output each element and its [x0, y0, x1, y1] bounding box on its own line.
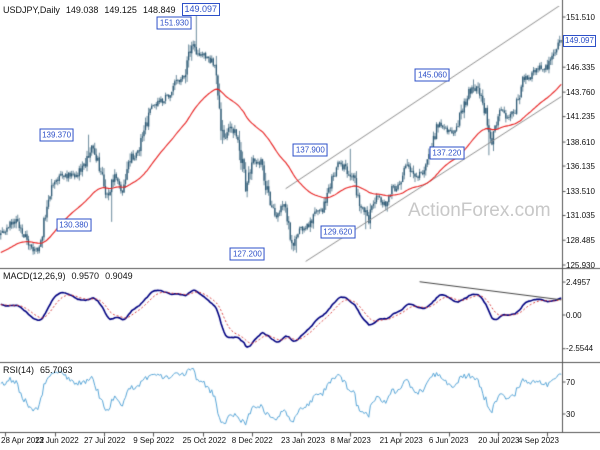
x-axis-label: 4 Sep 2023 [518, 436, 559, 445]
x-axis-label: 9 Sep 2022 [133, 436, 175, 445]
macd-axis-label: -2.5544 [566, 344, 594, 354]
price-annotation: 137.220 [429, 146, 465, 160]
ohlc-high: 149.125 [104, 4, 137, 15]
price-annotation: 137.900 [292, 143, 328, 157]
price-axis-label: 138.610 [566, 137, 595, 147]
symbol-label: USDJPY,Daily [3, 4, 60, 15]
x-axis-label: 6 Jun 2023 [428, 436, 469, 445]
rsi-value: 65.7063 [40, 365, 73, 375]
price-axis-label: 125.930 [566, 260, 595, 270]
price-axis-label: 141.235 [566, 112, 595, 122]
rsi-axis-label: 30 [566, 409, 575, 419]
x-axis-label: 23 Jan 2023 [281, 436, 326, 445]
x-axis-label: 27 Jul 2022 [83, 436, 126, 445]
macd-title: MACD(12,26,9) 0.9570 0.9049 [3, 271, 133, 281]
price-axis-label: 131.035 [566, 211, 595, 220]
rsi-axis-label: 70 [566, 377, 575, 387]
x-axis-label: 20 Jul 2023 [478, 436, 520, 445]
chart-title-bar: USDJPY,Daily 149.038 149.125 148.849 149… [3, 3, 221, 16]
price-annotation: 127.200 [229, 247, 265, 261]
x-axis-label: 8 Dec 2022 [231, 436, 273, 445]
rsi-name: RSI(14) [3, 365, 35, 375]
price-axis-label: 146.335 [566, 62, 595, 72]
x-axis-label: 8 Mar 2023 [330, 436, 371, 445]
x-axis-label: 21 Apr 2023 [379, 436, 423, 445]
price-axis-label: 143.760 [566, 87, 595, 97]
macd-axis-label: 0.00 [566, 310, 582, 320]
x-axis-label: 25 Oct 2022 [182, 436, 227, 445]
price-axis-label: 151.510 [566, 12, 595, 22]
watermark: ActionForex.com [408, 200, 551, 221]
macd-axis-label: 2.4957 [566, 277, 591, 287]
price-axis-label: 136.135 [566, 161, 595, 171]
x-axis-label: 13 Jun 2022 [34, 436, 79, 445]
ohlc-close-badge: 149.097 [181, 3, 221, 16]
x-axis-label: 28 Apr 2022 [1, 436, 45, 445]
price-annotation: 151.930 [156, 16, 192, 30]
macd-value: 0.9570 [71, 271, 100, 281]
current-price-label: 149.097 [563, 34, 596, 47]
macd-name: MACD(12,26,9) [3, 271, 66, 281]
ohlc-open: 149.038 [65, 4, 99, 15]
macd-signal-value: 0.9049 [105, 271, 133, 281]
price-axis-label: 133.510 [566, 187, 595, 196]
ohlc-low: 148.849 [142, 4, 176, 15]
price-annotation: 130.380 [56, 218, 92, 232]
price-annotation: 129.620 [320, 225, 356, 239]
price-axis-label: 128.485 [566, 235, 595, 245]
rsi-title: RSI(14) 65.7063 [3, 365, 73, 375]
price-annotation: 139.370 [39, 128, 75, 142]
price-annotation: 145.060 [415, 68, 450, 82]
